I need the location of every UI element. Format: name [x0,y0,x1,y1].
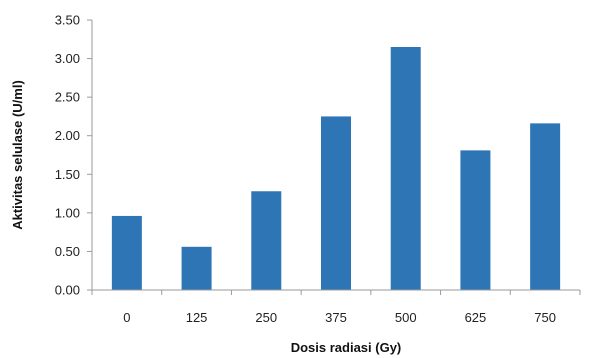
y-tick-label: 2.50 [55,90,80,105]
y-tick-label: 3.50 [55,13,80,28]
y-tick-label: 0.50 [55,244,80,259]
x-axis-ticks: 0 125 250 375 500 625 750 [91,290,581,325]
x-tick-label: 0 [123,310,130,325]
y-tick-label: 1.00 [55,205,80,220]
x-tick-label: 250 [255,310,277,325]
y-axis-ticks: 0.00 0.50 1.00 1.50 2.00 2.50 3.00 3.50 [55,13,92,298]
y-tick-label: 0.00 [55,283,80,298]
x-tick-label: 750 [534,310,556,325]
y-tick-label: 3.00 [55,51,80,66]
bars [111,47,561,290]
x-axis-title: Dosis radiasi (Gy) [291,340,402,355]
x-tick-label: 375 [325,310,347,325]
y-tick-label: 1.50 [55,167,80,182]
x-tick-label: 125 [186,310,208,325]
bar-625 [460,150,491,290]
bar-375 [321,116,351,290]
y-axis-title: Aktivitas selulase (U/ml) [10,80,25,230]
x-tick-label: 500 [395,310,417,325]
bar-250 [251,191,282,290]
bar-750 [530,123,561,290]
y-tick-label: 2.00 [55,128,80,143]
bar-125 [181,246,212,290]
bar-0 [111,215,142,290]
bar-500 [390,47,421,290]
x-tick-label: 625 [465,310,487,325]
